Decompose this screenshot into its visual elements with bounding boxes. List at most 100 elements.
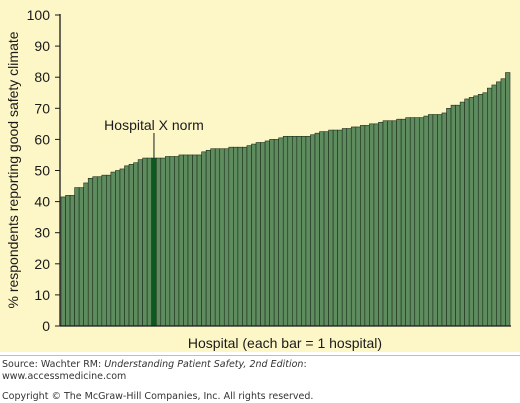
bar [387, 120, 393, 327]
y-tick-label: 30 [34, 225, 50, 241]
bar [500, 78, 506, 327]
bar [432, 114, 438, 327]
bar [428, 114, 434, 327]
bar [260, 142, 266, 327]
bar [178, 154, 184, 327]
y-tick-label: 40 [34, 194, 50, 210]
y-tick-label: 10 [34, 287, 50, 303]
bar [477, 94, 484, 327]
bar [101, 174, 107, 327]
bar [110, 171, 116, 327]
bar [87, 177, 94, 327]
bar [346, 128, 352, 327]
source-suffix: : [303, 359, 307, 370]
bar [378, 121, 384, 327]
bar [96, 176, 103, 327]
bar [278, 137, 284, 327]
bar [496, 81, 502, 327]
bar [128, 163, 134, 327]
bar [237, 146, 243, 327]
bar [210, 148, 216, 327]
bar [192, 154, 198, 327]
x-axis-title: Hospital (each bar = 1 hospital) [188, 335, 382, 351]
bar [314, 132, 320, 327]
bar [355, 126, 361, 327]
bar [169, 156, 175, 327]
bar [423, 115, 429, 327]
bar [328, 129, 334, 327]
bar [228, 146, 234, 327]
bar [69, 195, 75, 327]
bar-chart: 0 10 20 30 40 50 60 70 80 90 100 Hospital X norm H… [5, 7, 511, 351]
bar [319, 131, 325, 327]
bar [269, 139, 275, 327]
y-tick-label: 50 [34, 163, 50, 179]
bar [473, 95, 479, 327]
bar [482, 92, 488, 327]
bar [418, 117, 425, 327]
bar [92, 176, 98, 327]
source-prefix: Source: Wachter RM: [2, 359, 105, 370]
bar [459, 101, 465, 327]
annotation-layer: Hospital X norm [104, 117, 204, 159]
copyright-notice: Copyright © The McGraw-Hill Companies, I… [2, 391, 314, 402]
bar [183, 154, 189, 327]
bar [78, 187, 84, 327]
bar [242, 146, 248, 327]
bar [491, 84, 497, 327]
bar [137, 159, 143, 327]
bar [305, 135, 311, 327]
bar [369, 123, 375, 327]
bar [464, 98, 470, 327]
bar [341, 128, 348, 327]
bar [119, 168, 125, 327]
bar [437, 114, 443, 327]
bars-layer [60, 72, 511, 327]
source-url: www.accessmedicine.com [2, 371, 127, 382]
bar [223, 148, 230, 327]
bar [337, 129, 343, 327]
bar [360, 125, 366, 327]
bar [391, 120, 397, 327]
bar [287, 135, 293, 327]
bar [291, 135, 298, 327]
y-tick-label: 80 [34, 69, 50, 85]
y-tick-label: 70 [34, 100, 50, 116]
bar [487, 87, 493, 327]
bar [60, 196, 66, 327]
bar [205, 149, 211, 327]
bar [160, 157, 166, 327]
bar [505, 72, 511, 327]
y-tick-label: 90 [34, 38, 50, 54]
bar [450, 104, 456, 327]
bar [214, 148, 221, 327]
bar [142, 157, 148, 327]
bar [74, 187, 80, 327]
bar [310, 134, 316, 327]
bar [373, 123, 379, 327]
bar [165, 156, 171, 327]
y-tick-label: 60 [34, 131, 50, 147]
bar [414, 117, 420, 327]
bar [174, 156, 180, 327]
bar [155, 157, 162, 327]
caption-divider [0, 355, 520, 356]
y-tick-label: 0 [42, 318, 50, 334]
source-citation: Source: Wachter RM: Understanding Patien… [2, 359, 307, 383]
source-title: Understanding Patient Safety, 2nd Editio… [104, 359, 304, 370]
bar [233, 146, 239, 327]
y-tick-label: 20 [34, 256, 50, 272]
bar [323, 131, 329, 327]
bar [382, 120, 388, 327]
bar [282, 135, 289, 327]
bar [187, 154, 193, 327]
bar [124, 165, 130, 327]
bar-highlighted [151, 157, 157, 327]
bar [251, 143, 257, 327]
bar [455, 104, 461, 327]
bar [65, 195, 71, 327]
bar [409, 117, 416, 327]
bar [468, 97, 475, 327]
annotation-label: Hospital X norm [104, 117, 204, 133]
y-tick-label: 100 [27, 7, 51, 23]
